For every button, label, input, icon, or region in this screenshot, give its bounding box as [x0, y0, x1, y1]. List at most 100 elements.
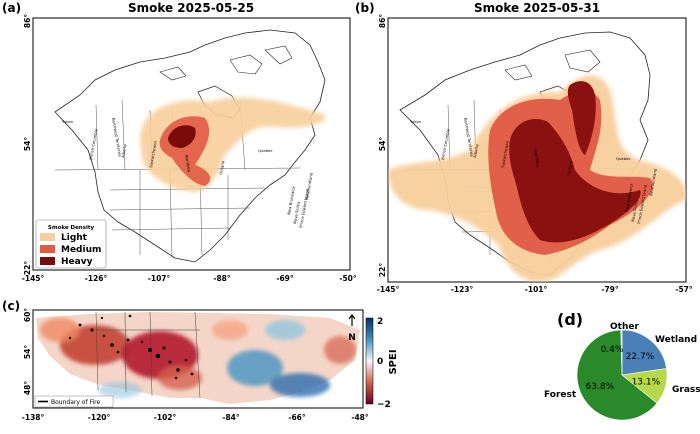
panel-b-region-labels: Yukon British Columbia Northwest Territo… — [410, 117, 658, 224]
panel-a-smoke — [140, 97, 326, 192]
region-label: Alberta — [120, 144, 127, 158]
smoke-density-legend: Smoke Density Light Medium Heavy — [35, 219, 107, 269]
pie-value-label: 22.7% — [626, 352, 655, 362]
panel-a: (a) Smoke 2025-05-25 Y — [2, 1, 357, 283]
panel-c-axis: -138° -120° -102° -84° -66° -48° 60° 54°… — [22, 308, 369, 422]
panel-a-map: Yukon British Columbia Northwest Territo… — [54, 29, 326, 263]
legend-label-medium: Medium — [61, 245, 101, 255]
y-tick: 22° — [378, 263, 387, 277]
region-label: Nova Scotia — [292, 201, 301, 224]
region-label: Newfoundland — [304, 172, 314, 200]
pie-slice-other — [620, 329, 623, 376]
legend-swatch-heavy — [40, 257, 55, 265]
region-label: Nova Scotia — [630, 199, 639, 222]
legend-label-heavy: Heavy — [61, 257, 93, 267]
colorbar-gradient — [365, 317, 374, 405]
colorbar-tick: −2 — [377, 400, 391, 410]
panel-b-label: (b) — [355, 1, 375, 15]
region-label: Manitoba — [533, 149, 541, 167]
region-label: Yukon — [62, 119, 74, 124]
region-label: Quebec — [616, 156, 631, 161]
legend-swatch-medium — [40, 245, 55, 253]
pie-category-label: Grass — [672, 385, 700, 395]
y-tick: 22° — [23, 261, 32, 275]
region-label: New Brunswick — [624, 182, 634, 212]
pie-value-label: 0.4% — [601, 345, 624, 355]
x-tick: -50° — [339, 274, 357, 283]
x-tick: -69° — [276, 274, 294, 283]
spei-colorbar: 2 0 −2 SPEI — [365, 317, 399, 410]
region-label: Prince Edward Island — [636, 184, 648, 224]
region-label: Quebec — [258, 148, 273, 153]
colorbar-tick: 2 — [377, 317, 383, 327]
panel-a-region-labels: Yukon British Columbia Northwest Territo… — [62, 117, 314, 228]
panel-b-map: Yukon British Columbia Northwest Territo… — [388, 31, 686, 282]
panel-b-islands — [504, 49, 601, 81]
region-label: Prince Edward Island — [298, 188, 310, 228]
pie-value-label: 63.8% — [586, 382, 615, 392]
panel-b: (b) Smoke 2025-05-31 Yukon British Colum… — [355, 1, 693, 294]
panel-c-label: (c) — [2, 299, 20, 313]
x-tick: -48° — [351, 413, 369, 422]
y-tick: 54° — [23, 345, 32, 359]
panel-a-axis: -145° -126° -107° -88° -69° -50° 86° 54°… — [22, 14, 357, 283]
panel-c-map — [36, 311, 360, 404]
panel-b-axis: -145° -123° -101° -79° -57° 86° 54° 22° — [377, 14, 693, 294]
region-label: Saskatchewan — [148, 140, 158, 168]
land-cover-pie: 22.7%Wetland 13.1% Grass 63.8% Forest 0.4% Oth… — [544, 322, 700, 421]
y-tick: 86° — [23, 14, 32, 28]
y-tick: 86° — [378, 14, 387, 28]
x-tick: -57° — [675, 285, 693, 294]
y-tick: 54° — [378, 137, 387, 151]
panel-b-title: Smoke 2025-05-31 — [474, 1, 600, 15]
x-tick: -88° — [213, 274, 231, 283]
legend-swatch-light — [40, 233, 55, 241]
region-label: Manitoba — [184, 154, 192, 172]
pie-category-label: Forest — [544, 390, 577, 400]
panel-d-label: (d) — [557, 310, 583, 329]
x-tick: -126° — [85, 274, 108, 283]
region-label: British Columbia — [88, 128, 98, 160]
fire-points — [68, 314, 194, 380]
north-arrow: N — [348, 314, 356, 343]
pie-slice-forest — [576, 329, 658, 421]
x-tick: -84° — [222, 413, 240, 422]
legend-title: Smoke Density — [48, 225, 95, 231]
boundary-legend-label: Boundary of Fire — [51, 399, 101, 406]
colorbar-label: SPEI — [388, 349, 399, 374]
legend-label-light: Light — [61, 233, 88, 243]
pie-slice-wetland — [621, 329, 667, 376]
region-label: Northwest Territories — [463, 117, 475, 157]
region-label: Saskatchewan — [500, 140, 510, 168]
region-label: Yukon — [410, 119, 422, 124]
pie-category-label: Wetland — [655, 335, 697, 345]
pie-category-label: Other — [610, 322, 639, 332]
x-tick: -107° — [148, 274, 171, 283]
x-tick: -102° — [154, 413, 177, 422]
north-label: N — [348, 333, 356, 343]
x-tick: -79° — [601, 285, 619, 294]
panel-a-title: Smoke 2025-05-25 — [128, 1, 254, 15]
x-tick: -138° — [22, 413, 45, 422]
panel-c-borders — [95, 311, 201, 399]
region-label: Newfoundland — [648, 168, 658, 196]
x-tick: -66° — [288, 413, 306, 422]
region-label: Alberta — [472, 144, 479, 158]
pie-value-label: 13.1% — [632, 378, 661, 388]
panel-d: (d) 22.7%Wetland 13.1% Grass 63.8% Forest 0.4… — [544, 310, 700, 421]
y-tick: 54° — [23, 137, 32, 151]
x-tick: -145° — [377, 285, 400, 294]
spei-field — [40, 318, 356, 398]
panel-a-label: (a) — [2, 1, 21, 15]
region-label: Northwest Territories — [111, 117, 123, 157]
region-label: Ontario — [218, 160, 225, 175]
y-tick: 48° — [23, 381, 32, 395]
region-label: Ontario — [566, 160, 573, 175]
x-tick: -145° — [22, 274, 45, 283]
smoke-heavy — [509, 81, 641, 243]
colorbar-tick: 0 — [377, 357, 383, 367]
x-tick: -101° — [525, 285, 548, 294]
smoke-heavy — [168, 125, 196, 148]
region-label: British Columbia — [440, 128, 450, 160]
